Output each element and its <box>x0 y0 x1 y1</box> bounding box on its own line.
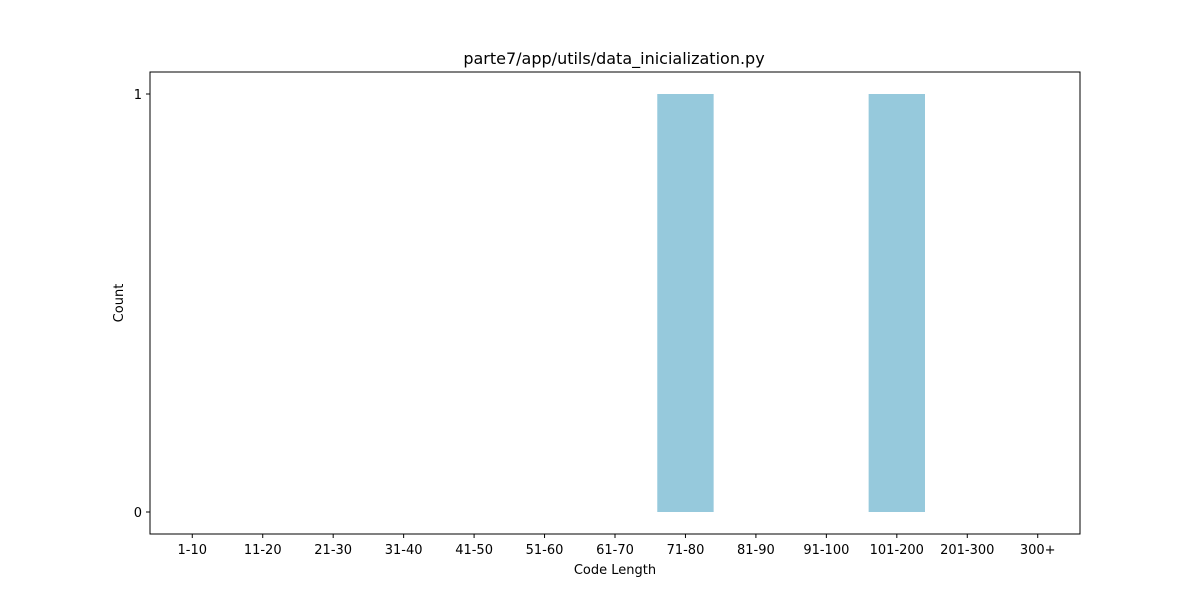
x-tick-label: 21-30 <box>314 543 352 558</box>
y-tick-label: 1 <box>134 88 142 103</box>
x-tick-label: 71-80 <box>667 543 705 558</box>
x-tick-label: 300+ <box>1020 543 1056 558</box>
x-tick-label: 81-90 <box>737 543 775 558</box>
x-tick-label: 51-60 <box>526 543 564 558</box>
x-tick-label: 31-40 <box>385 543 423 558</box>
chart-title: parte7/app/utils/data_inicialization.py <box>463 49 764 69</box>
x-tick-label: 11-20 <box>244 543 282 558</box>
x-tick-label: 91-100 <box>803 543 849 558</box>
x-tick-label: 41-50 <box>455 543 493 558</box>
x-axis-label: Code Length <box>574 563 656 578</box>
x-tick-label: 201-300 <box>940 543 994 558</box>
x-axis-ticks: 1-10 11-20 21-30 31-40 41-50 51-60 61-70 71-80 8… <box>178 534 1056 558</box>
x-tick-label: 1-10 <box>178 543 208 558</box>
y-axis-label: Count <box>112 284 127 323</box>
bars-group <box>657 94 925 512</box>
bar-101-200 <box>868 94 925 512</box>
x-tick-label: 101-200 <box>870 543 924 558</box>
bar-71-80 <box>657 94 714 512</box>
plot-frame <box>149 71 1081 535</box>
y-axis-ticks: 01 <box>134 88 150 521</box>
x-tick-label: 61-70 <box>596 543 634 558</box>
y-tick-label: 0 <box>134 506 142 521</box>
